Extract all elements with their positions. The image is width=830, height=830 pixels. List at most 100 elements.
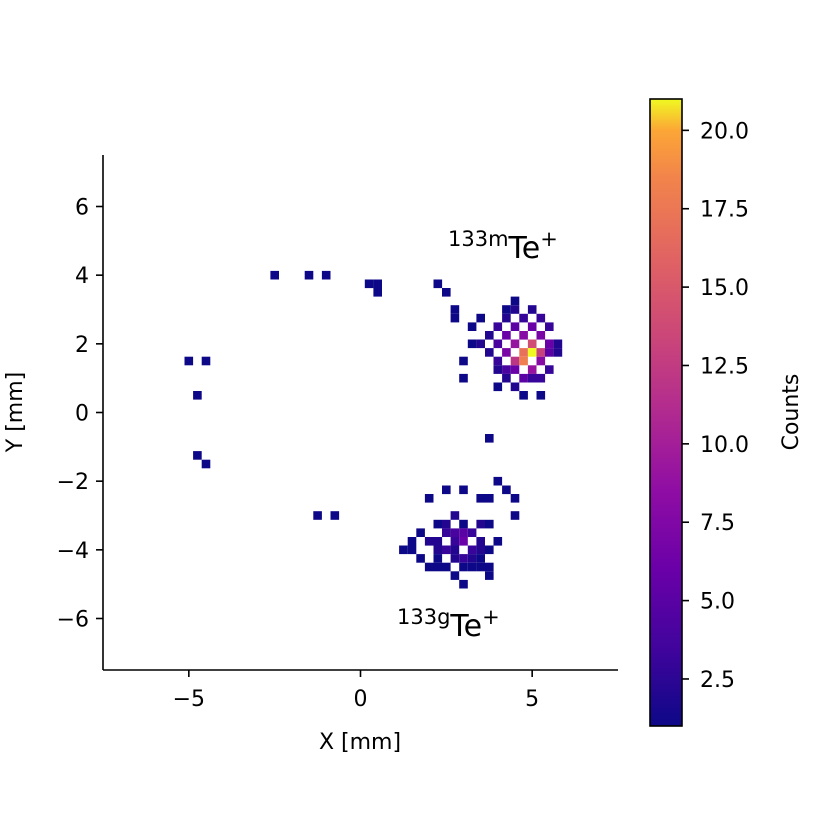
heatmap-bin [433,562,443,572]
heatmap-bin [450,313,460,323]
x-tick-label: 5 [525,687,539,712]
heatmap-bin [485,519,494,529]
heatmap-bin [304,270,314,280]
heatmap-bin [201,459,211,469]
y-tick-label: 4 [75,264,89,289]
heatmap-bin [536,373,546,383]
heatmap-bin [485,494,494,503]
heatmap-bin [476,313,485,323]
x-tick-label: −5 [173,687,205,712]
heatmap-bin [519,331,528,340]
annotation-133g-mass-state: 133g [397,605,450,629]
heatmap-bin [502,373,511,383]
heatmap-bin [510,356,520,366]
heatmap-bin [545,339,554,349]
heatmap-bin [442,562,451,572]
heatmap-bin [450,537,460,546]
heatmap-bin [467,528,477,537]
colorbar-label: Counts [779,374,804,451]
heatmap-bin [467,562,477,572]
heatmap-bin [493,365,503,374]
heatmap-bin [536,356,546,366]
heatmap-bin [424,562,434,572]
heatmap-bin [476,545,485,555]
heatmap-bin [459,537,468,546]
heatmap-bin [476,562,485,572]
heatmap-bin [321,270,331,280]
colorbar-tick-label: 7.5 [700,511,735,536]
heatmap-bin [493,382,503,392]
heatmap-bin [493,476,503,486]
heatmap-bin [485,562,494,572]
heatmap-bin [485,571,494,580]
y-tick-label: −6 [57,608,89,633]
svg-text:133gTe+: 133gTe+ [397,605,500,644]
heatmap-bin [364,279,374,289]
heatmap-bin [459,356,468,366]
heatmap-bin [502,365,511,374]
heatmap-bin [536,348,546,357]
heatmap-bin [553,339,563,349]
colorbar-tick-label: 17.5 [700,198,749,223]
y-tick-label: 2 [75,333,89,358]
heatmap-bin [450,305,460,314]
heatmap-bin [459,562,468,572]
heatmap-bin [442,288,451,297]
heatmap-bin [545,348,554,357]
heatmap-bin [373,288,382,297]
heatmap-bin [424,494,434,503]
x-axis-label: X [mm] [319,730,401,755]
heatmap-bin [527,365,537,374]
heatmap-bin [459,373,468,383]
heatmap-bin [510,322,520,331]
heatmap-bin [450,571,460,580]
heatmap-bin [476,519,485,529]
heatmap-bin [493,339,503,349]
annotation-133m-charge: + [540,227,558,251]
heatmap-bin [510,511,520,520]
heatmap-bin [527,348,537,357]
heatmap-bin [493,356,503,366]
heatmap-bin [459,528,468,537]
heatmap-bin [536,313,546,323]
y-tick-label: −2 [57,470,89,495]
heatmap-bin [510,296,520,306]
heatmap-bin [407,537,417,546]
heatmap-bin [476,554,485,563]
x-axis-ticks: −5 0 5 [173,670,539,712]
heatmap-bin [510,339,520,349]
annotation-133g-charge: + [482,605,500,629]
heatmap-bin [536,331,546,340]
heatmap-bin [519,373,528,383]
y-axis-label: Y [mm] [3,372,28,453]
heatmap-bin [433,519,443,529]
heatmap-bin [433,537,443,546]
heatmap-bin [184,356,194,366]
heatmap-bin [485,545,494,555]
heatmap-bin [459,554,468,563]
heatmap-bin [502,331,511,340]
annotation-133m: 133mTe+ [448,227,558,266]
colorbar-tick-label: 20.0 [700,119,749,144]
colorbar-tick-label: 10.0 [700,433,749,458]
heatmap-bin [519,356,528,366]
heatmap-bin [442,485,451,495]
heatmap-bin [476,494,485,503]
heatmap-bin [407,545,417,555]
svg-text:133mTe+: 133mTe+ [448,227,558,266]
heatmap-bin [424,537,434,546]
heatmap-bin [416,528,425,537]
heatmap-bin [527,339,537,349]
heatmap-bin [459,579,468,589]
colorbar-tick-label: 12.5 [700,354,749,379]
colorbar: 2.5 5.0 7.5 10.0 12.5 15.0 17.5 20.0 Counts [649,98,804,727]
heatmap-bin [510,494,520,503]
colorbar-frame [649,98,683,727]
heatmap-bin [510,305,520,314]
heatmap-bin [433,554,443,563]
heatmap-bin [545,365,554,374]
heatmap-bin [545,322,554,331]
heatmap-bin [519,348,528,357]
heatmap-bin [527,373,537,383]
heatmap-bin [373,279,382,289]
